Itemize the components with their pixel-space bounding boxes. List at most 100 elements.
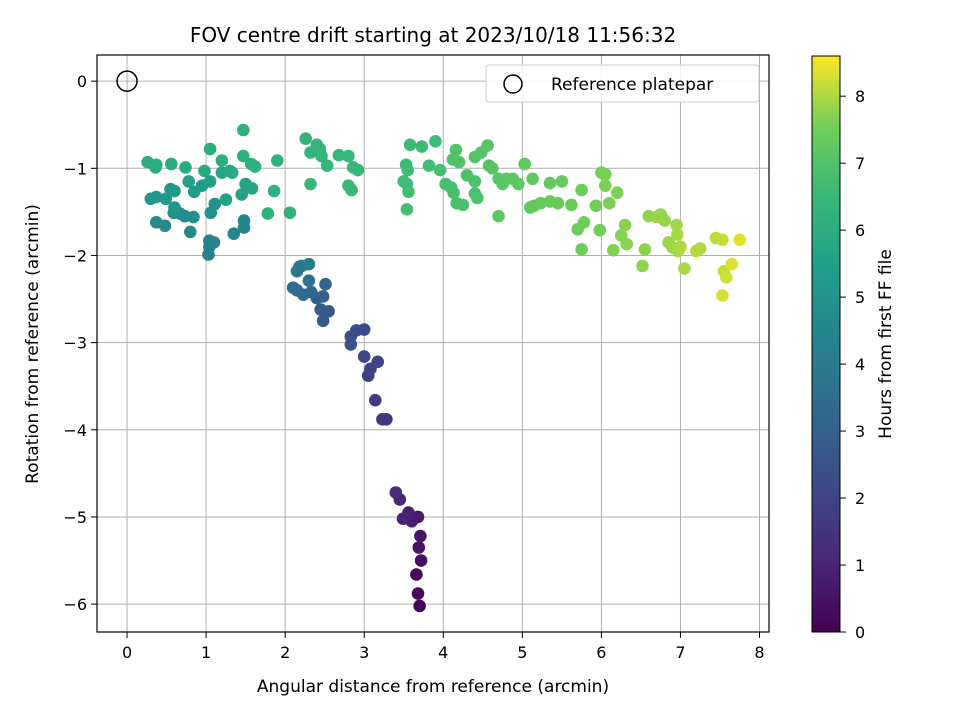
data-point xyxy=(316,290,330,303)
data-point xyxy=(555,175,569,188)
data-point xyxy=(248,160,262,173)
data-point xyxy=(413,599,426,613)
data-point xyxy=(446,153,460,166)
data-point xyxy=(203,142,217,156)
data-point xyxy=(414,529,427,543)
x-tick-label: 0 xyxy=(122,643,132,662)
plot-frame xyxy=(96,54,770,633)
colorbar-tick-label: 7 xyxy=(855,154,865,173)
data-point xyxy=(237,123,250,137)
data-point xyxy=(690,244,703,258)
data-point xyxy=(237,214,251,227)
data-point xyxy=(449,143,463,157)
data-point xyxy=(165,157,178,171)
x-tick-label: 7 xyxy=(675,643,685,662)
data-point xyxy=(433,163,447,177)
data-point xyxy=(422,159,436,172)
data-point xyxy=(369,393,382,407)
y-tick-label: −6 xyxy=(63,595,87,614)
data-point xyxy=(182,175,195,188)
data-point xyxy=(410,568,423,581)
data-point xyxy=(400,203,414,216)
data-point xyxy=(733,233,746,247)
data-point xyxy=(141,155,154,169)
data-point xyxy=(460,169,474,182)
data-point xyxy=(534,196,547,210)
data-point xyxy=(636,259,649,273)
data-point xyxy=(674,240,687,254)
legend: Reference platepar xyxy=(485,64,760,103)
x-tick-label: 3 xyxy=(359,643,369,662)
data-point xyxy=(271,154,284,167)
y-axis: 0 −1 −2 −3 −4 −5 −6 xyxy=(63,72,97,614)
data-point xyxy=(429,135,442,148)
data-point xyxy=(447,186,460,199)
colorbar-tick-label: 2 xyxy=(855,489,865,508)
data-point xyxy=(215,154,229,167)
colorbar-gradient xyxy=(811,55,841,633)
x-tick-label: 4 xyxy=(438,643,448,662)
data-point xyxy=(618,218,632,232)
data-point xyxy=(481,139,494,152)
colorbar-ticks: 0 1 2 3 4 5 6 7 8 xyxy=(840,87,865,642)
data-point xyxy=(342,149,355,163)
data-point xyxy=(492,209,505,223)
data-point xyxy=(411,587,425,600)
data-point xyxy=(456,198,470,212)
data-point xyxy=(575,183,588,197)
data-point xyxy=(219,193,233,206)
chart-title: FOV centre drift starting at 2023/10/18 … xyxy=(190,23,676,47)
data-point xyxy=(159,192,173,206)
x-axis: 0 1 2 3 4 5 6 7 8 xyxy=(122,632,765,662)
data-point xyxy=(415,140,429,153)
data-point xyxy=(187,210,200,224)
y-tick-label: −5 xyxy=(63,508,87,527)
data-point xyxy=(716,233,729,247)
data-point xyxy=(658,214,671,227)
data-point xyxy=(267,184,281,198)
data-point xyxy=(593,223,607,237)
data-point xyxy=(412,541,426,554)
data-point xyxy=(670,218,683,232)
data-point xyxy=(376,413,389,426)
y-tick-label: −3 xyxy=(63,334,87,353)
data-point xyxy=(575,243,588,256)
colorbar-tick-label: 0 xyxy=(855,623,865,642)
data-point xyxy=(316,314,330,328)
data-point xyxy=(235,188,248,201)
data-point xyxy=(678,262,691,275)
data-point xyxy=(150,216,163,229)
data-point xyxy=(320,159,334,172)
y-tick-label: −1 xyxy=(63,159,87,178)
data-point xyxy=(512,177,525,191)
x-tick-label: 8 xyxy=(754,643,764,662)
data-point xyxy=(599,179,612,192)
data-point xyxy=(526,172,539,186)
data-point xyxy=(720,271,733,284)
data-point xyxy=(403,138,417,152)
data-point xyxy=(344,338,358,351)
data-point xyxy=(620,237,633,251)
data-point xyxy=(302,257,316,271)
data-point xyxy=(168,201,181,214)
colorbar-tick-label: 6 xyxy=(855,221,865,240)
data-point xyxy=(150,190,163,204)
data-point xyxy=(283,206,297,220)
data-point xyxy=(599,168,612,181)
data-point xyxy=(237,149,250,163)
y-axis-title: Rotation from reference (arcmin) xyxy=(23,204,43,484)
data-point xyxy=(396,512,410,525)
data-point xyxy=(543,176,557,190)
data-point xyxy=(518,157,531,171)
data-point xyxy=(245,182,259,195)
x-tick-label: 6 xyxy=(596,643,606,662)
colorbar-title: Hours from first FF file xyxy=(876,249,896,439)
x-axis-title: Angular distance from reference (arcmin) xyxy=(257,677,609,697)
data-point xyxy=(671,228,684,241)
data-points xyxy=(141,123,746,613)
y-tick-label: 0 xyxy=(77,72,87,91)
data-point xyxy=(319,277,332,291)
data-point xyxy=(402,185,415,199)
data-point xyxy=(486,162,499,175)
data-point xyxy=(304,177,317,191)
